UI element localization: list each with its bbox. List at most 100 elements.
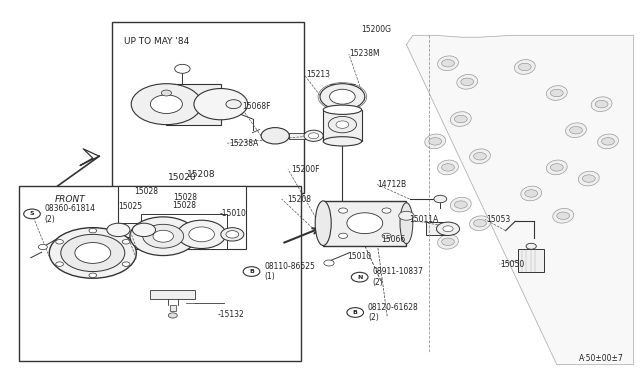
- Circle shape: [130, 217, 196, 256]
- Bar: [289, 133, 310, 139]
- Ellipse shape: [566, 123, 586, 138]
- Circle shape: [550, 164, 563, 171]
- Circle shape: [38, 244, 47, 250]
- Circle shape: [24, 209, 40, 219]
- Circle shape: [189, 227, 214, 242]
- Circle shape: [382, 208, 391, 213]
- Text: 08110-86525
(1): 08110-86525 (1): [264, 262, 315, 281]
- Text: 15238M: 15238M: [349, 49, 380, 58]
- Text: 15010: 15010: [347, 252, 371, 261]
- Text: B: B: [249, 269, 254, 274]
- Circle shape: [61, 234, 125, 272]
- Circle shape: [161, 90, 172, 96]
- Text: FRONT: FRONT: [54, 195, 85, 204]
- Text: 14712B: 14712B: [378, 180, 407, 189]
- Ellipse shape: [400, 203, 413, 244]
- Text: 15068F: 15068F: [242, 102, 271, 110]
- Text: 15050: 15050: [500, 260, 525, 269]
- Circle shape: [550, 89, 563, 97]
- Bar: [112, 22, 304, 193]
- Circle shape: [442, 164, 454, 171]
- Circle shape: [177, 220, 226, 248]
- Circle shape: [339, 208, 348, 213]
- Text: 15066: 15066: [381, 235, 405, 244]
- Circle shape: [330, 89, 355, 104]
- Ellipse shape: [438, 160, 458, 175]
- Polygon shape: [406, 35, 634, 365]
- Ellipse shape: [470, 149, 490, 164]
- Bar: [323, 110, 362, 141]
- Text: 15208: 15208: [287, 195, 311, 203]
- Circle shape: [75, 243, 111, 263]
- Circle shape: [89, 228, 97, 233]
- Ellipse shape: [547, 86, 567, 100]
- Ellipse shape: [470, 216, 490, 231]
- Circle shape: [324, 260, 334, 266]
- Circle shape: [602, 138, 614, 145]
- Bar: [19, 186, 301, 361]
- Bar: [118, 186, 246, 249]
- Ellipse shape: [451, 197, 471, 212]
- Circle shape: [49, 228, 136, 278]
- Circle shape: [436, 222, 460, 235]
- Circle shape: [339, 233, 348, 238]
- Circle shape: [347, 213, 383, 234]
- Circle shape: [518, 63, 531, 71]
- Circle shape: [56, 262, 63, 266]
- Circle shape: [243, 267, 260, 276]
- Ellipse shape: [598, 134, 618, 149]
- Text: 15011A: 15011A: [410, 215, 439, 224]
- Circle shape: [442, 60, 454, 67]
- Text: 08360-61814
(2): 08360-61814 (2): [45, 204, 96, 224]
- Text: A·50±00±7: A·50±00±7: [579, 354, 624, 363]
- Ellipse shape: [457, 74, 477, 89]
- Text: 08120-61628
(2): 08120-61628 (2): [368, 303, 419, 322]
- Text: 15208: 15208: [188, 170, 216, 179]
- Circle shape: [454, 201, 467, 208]
- Circle shape: [443, 226, 453, 232]
- Circle shape: [320, 84, 365, 110]
- Text: -15132: -15132: [218, 310, 244, 319]
- Text: 15200G: 15200G: [362, 25, 392, 34]
- Circle shape: [399, 211, 414, 220]
- Circle shape: [336, 121, 349, 128]
- Circle shape: [474, 219, 486, 227]
- Ellipse shape: [438, 234, 458, 249]
- Circle shape: [150, 95, 182, 113]
- Text: 15028: 15028: [172, 201, 196, 210]
- Circle shape: [175, 64, 190, 73]
- Ellipse shape: [547, 160, 567, 175]
- Ellipse shape: [553, 208, 573, 223]
- Circle shape: [304, 130, 323, 141]
- Text: B: B: [353, 310, 358, 315]
- Text: 15213: 15213: [306, 70, 330, 79]
- Circle shape: [143, 224, 184, 248]
- Ellipse shape: [323, 137, 362, 146]
- Ellipse shape: [521, 186, 541, 201]
- Circle shape: [526, 243, 536, 249]
- Circle shape: [168, 313, 177, 318]
- Text: 15028: 15028: [173, 193, 197, 202]
- Bar: [150, 290, 195, 299]
- Circle shape: [132, 223, 156, 237]
- Circle shape: [429, 138, 442, 145]
- Circle shape: [347, 308, 364, 317]
- Ellipse shape: [323, 105, 362, 115]
- Bar: [141, 214, 227, 249]
- Bar: [170, 305, 176, 311]
- Circle shape: [226, 100, 241, 109]
- Circle shape: [525, 190, 538, 197]
- Circle shape: [595, 100, 608, 108]
- Text: 15025: 15025: [118, 202, 143, 211]
- Circle shape: [308, 133, 319, 139]
- Circle shape: [131, 84, 202, 125]
- Ellipse shape: [579, 171, 599, 186]
- Text: 15053: 15053: [486, 215, 511, 224]
- Bar: [518, 249, 544, 272]
- Text: UP TO MAY '84: UP TO MAY '84: [124, 37, 189, 46]
- Circle shape: [461, 78, 474, 86]
- Bar: [118, 223, 144, 237]
- Text: 15238A: 15238A: [229, 139, 259, 148]
- Circle shape: [328, 116, 356, 133]
- Circle shape: [454, 115, 467, 123]
